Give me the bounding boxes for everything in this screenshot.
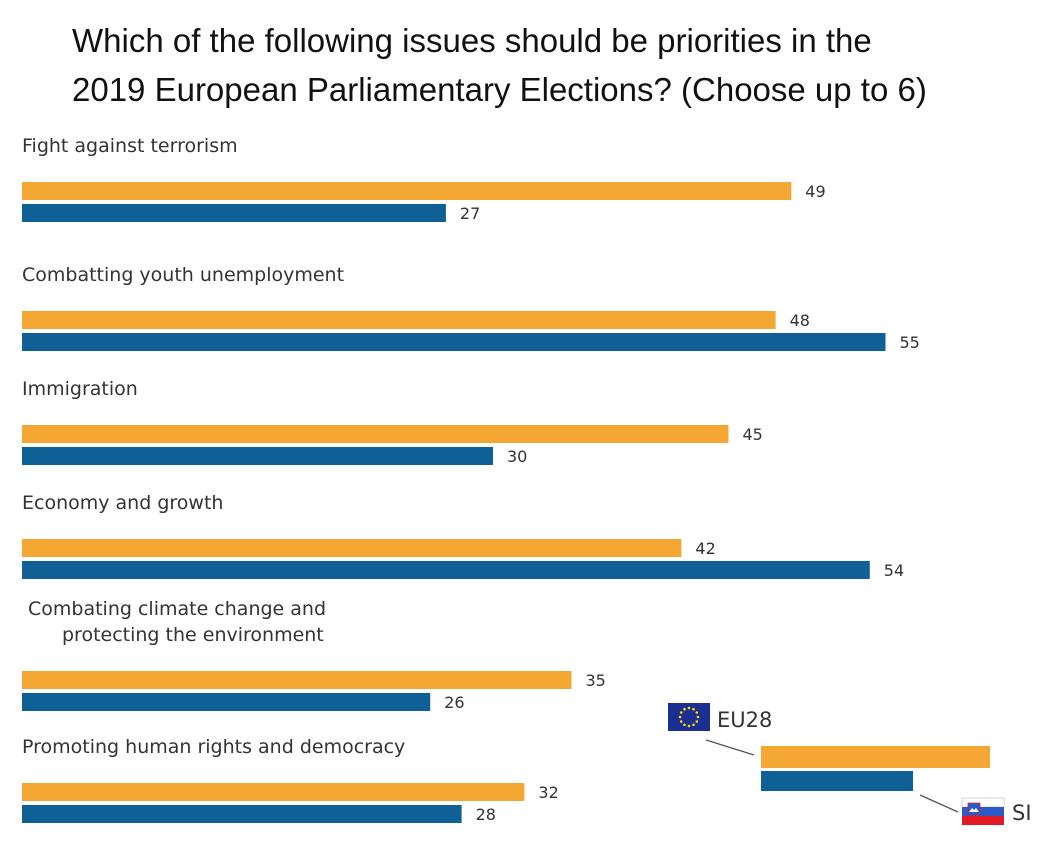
data-label-eu28: 48	[790, 311, 810, 330]
chart-title: Which of the following issues should be …	[72, 22, 927, 108]
data-label-si: 26	[444, 693, 464, 712]
legend: EU28 SI	[668, 703, 1032, 825]
legend-leader-eu28	[705, 739, 755, 756]
category-group-promoting-human-rights-and-democracy: Promoting human rights and democracy 32 28	[22, 736, 559, 824]
data-label-eu28: 45	[743, 425, 763, 444]
legend-label-si: SI	[1012, 801, 1032, 825]
category-label: Fight against terrorism	[22, 135, 238, 157]
chart-title-line-1: Which of the following issues should be …	[72, 22, 872, 59]
data-label-si: 27	[460, 204, 480, 223]
category-group-combating-climate-change-and-protecting-the-environment: Combating climate change and protecting t…	[22, 598, 606, 712]
bar-si-immigration	[22, 447, 493, 465]
data-label-eu28: 49	[805, 182, 825, 201]
eu-flag-icon	[668, 703, 710, 731]
plot-area: Fight against terrorism 49 27 Combatting yo…	[22, 135, 920, 824]
chart-title-line-2: 2019 European Parliamentary Elections? (…	[72, 71, 927, 108]
category-label: protecting the environment	[62, 624, 324, 646]
category-label: Immigration	[22, 378, 138, 400]
data-label-eu28: 42	[695, 539, 715, 558]
data-label-si: 54	[884, 561, 904, 580]
category-label: Combatting youth unemployment	[22, 264, 344, 286]
bar-si-combating-climate-change-and-protecting-the-environment	[22, 693, 431, 711]
bar-si-promoting-human-rights-and-democracy	[22, 805, 462, 823]
bar-eu28-combating-climate-change-and-protecting-the-environment	[22, 671, 572, 689]
legend-leader-si	[919, 794, 959, 813]
bar-eu28-fight-against-terrorism	[22, 182, 792, 200]
category-label: Combating climate change and	[28, 598, 326, 620]
category-label: Promoting human rights and democracy	[22, 736, 405, 758]
bar-si-economy-and-growth	[22, 561, 870, 579]
bar-eu28-economy-and-growth	[22, 539, 682, 557]
legend-label-eu28: EU28	[717, 708, 772, 732]
category-label: Economy and growth	[22, 492, 223, 514]
bar-si-fight-against-terrorism	[22, 204, 446, 222]
data-label-si: 28	[476, 805, 496, 824]
data-label-si: 30	[507, 447, 527, 466]
category-group-immigration: Immigration 45 30	[22, 378, 763, 466]
slovenia-flag-icon	[961, 797, 1005, 825]
category-group-fight-against-terrorism: Fight against terrorism 49 27	[22, 135, 826, 223]
data-label-eu28: 35	[586, 671, 606, 690]
bar-eu28-combatting-youth-unemployment	[22, 311, 776, 329]
bar-eu28-immigration	[22, 425, 729, 443]
data-label-eu28: 32	[538, 783, 558, 802]
legend-swatch-si	[761, 771, 913, 791]
data-label-si: 55	[900, 333, 920, 352]
category-group-combatting-youth-unemployment: Combatting youth unemployment 48 55	[22, 264, 920, 352]
bar-si-combatting-youth-unemployment	[22, 333, 886, 351]
legend-swatch-eu28	[761, 746, 990, 768]
bar-eu28-promoting-human-rights-and-democracy	[22, 783, 525, 801]
category-group-economy-and-growth: Economy and growth 42 54	[22, 492, 904, 580]
